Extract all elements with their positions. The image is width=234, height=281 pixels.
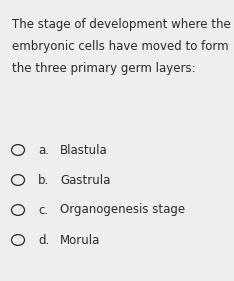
Text: the three primary germ layers:: the three primary germ layers:	[12, 62, 196, 75]
Text: d.: d.	[38, 234, 49, 246]
Text: Organogenesis stage: Organogenesis stage	[60, 203, 185, 216]
Text: c.: c.	[38, 203, 48, 216]
Text: Gastrula: Gastrula	[60, 173, 110, 187]
Text: a.: a.	[38, 144, 49, 157]
Text: Morula: Morula	[60, 234, 100, 246]
Text: Blastula: Blastula	[60, 144, 108, 157]
Text: The stage of development where the: The stage of development where the	[12, 18, 231, 31]
Text: b.: b.	[38, 173, 49, 187]
Text: embryonic cells have moved to form: embryonic cells have moved to form	[12, 40, 229, 53]
